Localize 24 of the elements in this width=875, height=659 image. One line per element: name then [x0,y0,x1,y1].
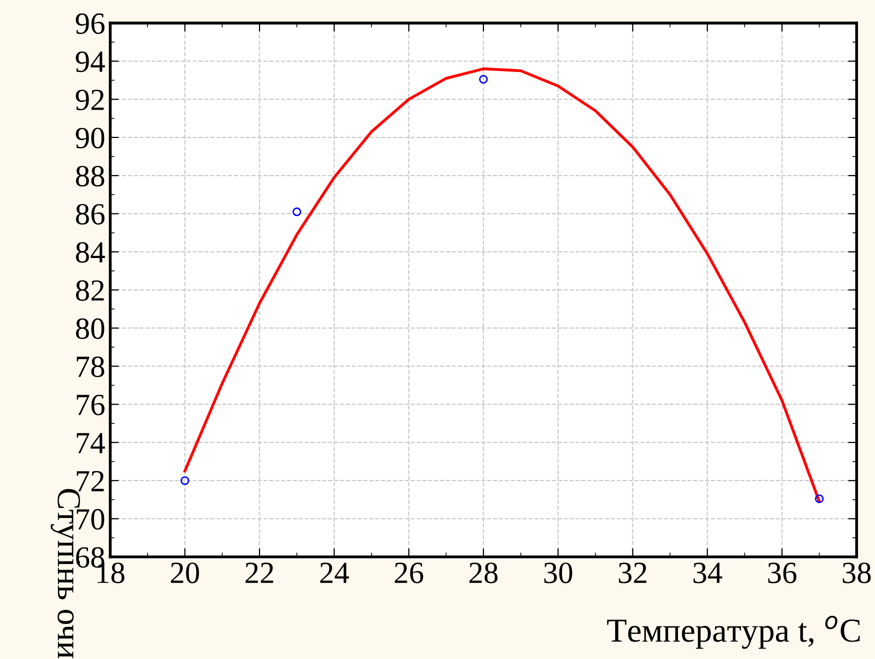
y-tick-label: 88 [76,166,104,186]
x-tick-label: 22 [246,562,274,583]
x-tick-label: 26 [394,562,424,584]
x-tick-label: 34 [694,562,722,584]
y-tick-label: 92 [76,90,104,110]
y-tick-label: 76 [76,394,104,416]
x-tick-label: 24 [320,562,349,583]
x-tick-label: 32 [618,562,646,584]
y-tick-label: 90 [76,128,104,148]
y-tick-label: 82 [76,280,104,301]
x-tick-label: 36 [768,562,796,584]
y-tick-label: 80 [76,318,104,339]
y-tick-label: 94 [76,52,105,72]
x-tick-label: 38 [842,562,871,584]
x-tick-label: 28 [470,562,498,584]
y-tick-label: 96 [76,13,104,34]
y-tick-label: 84 [76,242,105,263]
y-tick-label: 74 [76,432,105,454]
y-tick-label: 72 [76,470,104,492]
x-tick-label: 30 [544,562,572,584]
x-axis-title: Температура t, $^{o}$C [607,616,860,649]
x-tick-label: 20 [170,562,199,584]
y-tick-label: 86 [76,204,104,225]
y-tick-label: 78 [76,356,104,378]
